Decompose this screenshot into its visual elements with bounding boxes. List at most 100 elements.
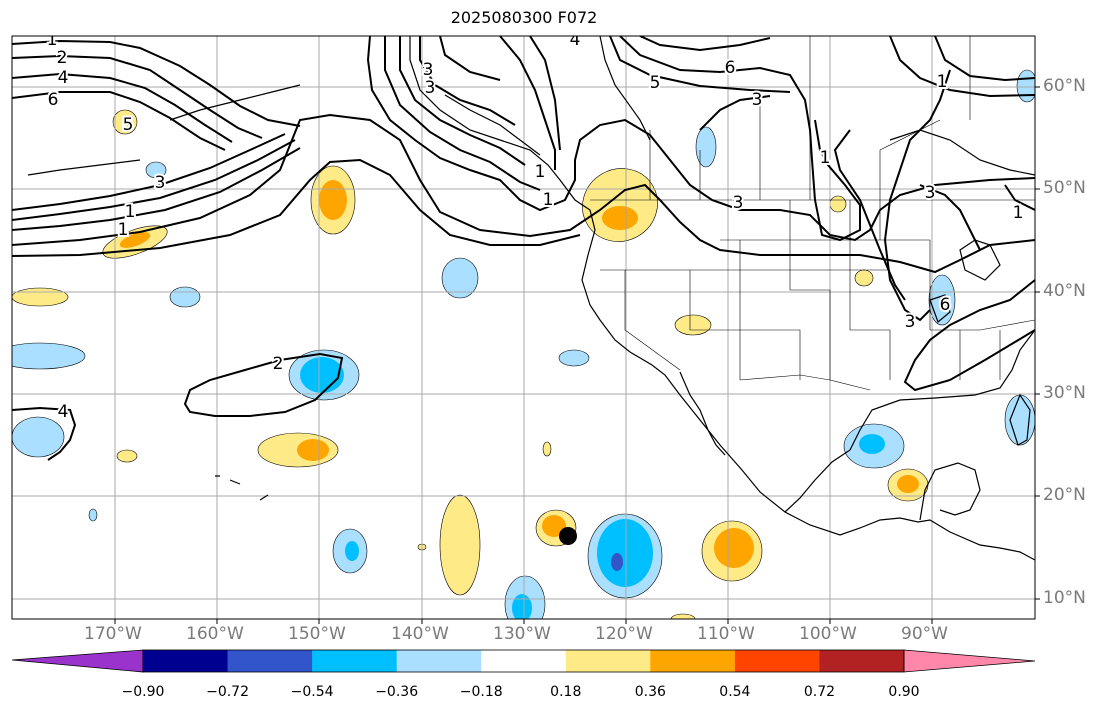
colorbar-tick-label: −0.90 [121, 684, 165, 700]
latitude-label: 40°N [1043, 281, 1086, 301]
contour-label: 1 [820, 148, 831, 168]
latitude-label: 30°N [1043, 383, 1086, 403]
contour-label: 1 [47, 30, 58, 50]
contour-label: 6 [48, 90, 59, 110]
positive-anomaly-patch [674, 314, 712, 336]
colorbar-over-triangle [903, 649, 1036, 673]
positive-anomaly-patch [12, 287, 69, 307]
contour-label: 6 [725, 58, 736, 78]
contour-label: 3 [905, 312, 916, 332]
contour-label: 5 [123, 115, 134, 135]
contour-label: 1 [543, 190, 554, 210]
negative-anomaly-core [345, 541, 359, 561]
contour-label: 4 [58, 402, 69, 422]
longitude-label: 110°W [697, 624, 755, 644]
colorbar-tick-label: 0.90 [888, 684, 920, 700]
contour-label: 1 [1013, 203, 1024, 223]
latitude-label: 10°N [1043, 588, 1086, 608]
negative-anomaly-core [300, 357, 344, 393]
contour-label: 5 [650, 73, 661, 93]
colorbar-bin [565, 650, 651, 672]
colorbar-bin [481, 650, 567, 672]
positive-anomaly-core [297, 439, 329, 461]
contour-label: 2 [57, 48, 68, 68]
colorbar-tick-label: 0.18 [550, 684, 582, 700]
chart-title: 2025080300 F072 [450, 8, 598, 27]
contour-label: 6 [940, 295, 951, 315]
contour-label: 1 [535, 162, 546, 182]
colorbar-tick-label: −0.54 [290, 684, 334, 700]
positive-anomaly-patch [829, 195, 847, 213]
negative-anomaly-core [859, 434, 885, 454]
political-boundaries [590, 36, 1035, 391]
contour-label: 1 [118, 220, 129, 240]
contour-label: 3 [425, 78, 436, 98]
positive-anomaly-core [319, 180, 347, 220]
colorbar-bin [734, 650, 820, 672]
negative-anomaly-core [597, 519, 653, 587]
contour-label: 4 [58, 68, 69, 88]
positive-anomaly-core [542, 515, 566, 537]
graticule [12, 36, 1035, 619]
longitude-label: 150°W [288, 624, 346, 644]
positive-anomaly-core [714, 528, 754, 568]
positive-anomaly-patch [670, 613, 696, 619]
positive-anomaly-patch [116, 449, 138, 463]
longitude-label: 130°W [493, 624, 551, 644]
contour-label: 3 [752, 90, 763, 110]
coastlines [27, 36, 1035, 561]
contour-label: 2 [273, 354, 284, 374]
contour-label: 1 [937, 72, 948, 92]
contour-lines [12, 36, 1035, 461]
longitude-label: 100°W [799, 624, 857, 644]
colorbar-bin [143, 650, 229, 672]
contour-label: 3 [733, 193, 744, 213]
contour-label: 1 [125, 202, 136, 222]
colorbar-bin [650, 650, 736, 672]
colorbar-tick-label: −0.36 [375, 684, 419, 700]
positive-anomaly-patch [112, 109, 138, 135]
longitude-label: 160°W [186, 624, 244, 644]
longitude-label: 90°W [901, 624, 948, 644]
negative-anomaly-patch [695, 126, 717, 168]
latitude-label: 60°N [1043, 76, 1086, 96]
colorbar-tick-label: 0.54 [719, 684, 751, 700]
negative-anomaly-core [512, 594, 532, 619]
colorbar [11, 649, 1036, 673]
negative-anomaly-patch [88, 508, 98, 522]
positive-anomaly-patch [439, 494, 481, 596]
storm-position-marker [559, 527, 577, 545]
longitude-label: 120°W [595, 624, 653, 644]
colorbar-tick-label: 0.72 [803, 684, 836, 700]
colorbar-under-triangle [11, 649, 144, 673]
positive-anomaly-patch [542, 441, 552, 457]
negative-anomaly-patch [12, 342, 86, 370]
negative-anomaly-patch [12, 416, 65, 458]
contour-label: 3 [423, 60, 434, 80]
colorbar-bin [312, 650, 398, 672]
latitude-label: 20°N [1043, 485, 1086, 505]
axis-ticks [114, 86, 1040, 624]
negative-anomaly-patch [169, 286, 201, 308]
colorbar-tick-label: −0.18 [459, 684, 503, 700]
negative-anomaly-patch [1016, 69, 1035, 103]
colorbar-bin [396, 650, 482, 672]
positive-anomaly-core [602, 206, 638, 230]
contour-label: 3 [155, 173, 166, 193]
negative-anomaly-patch [145, 161, 167, 179]
contour-label: 3 [925, 183, 936, 203]
anomaly-shading [12, 69, 1035, 619]
positive-anomaly-core [897, 475, 919, 493]
colorbar-tick-label: −0.72 [206, 684, 249, 700]
latitude-label: 50°N [1043, 178, 1086, 198]
positive-anomaly-patch [854, 269, 874, 287]
colorbar-tick-label: 0.36 [634, 684, 666, 700]
colorbar-bin [227, 650, 313, 672]
negative-anomaly-peak [611, 553, 623, 571]
colorbar-frame [142, 649, 905, 673]
longitude-label: 170°W [84, 624, 142, 644]
contour-label: 4 [570, 30, 581, 50]
negative-anomaly-patch [558, 349, 590, 367]
